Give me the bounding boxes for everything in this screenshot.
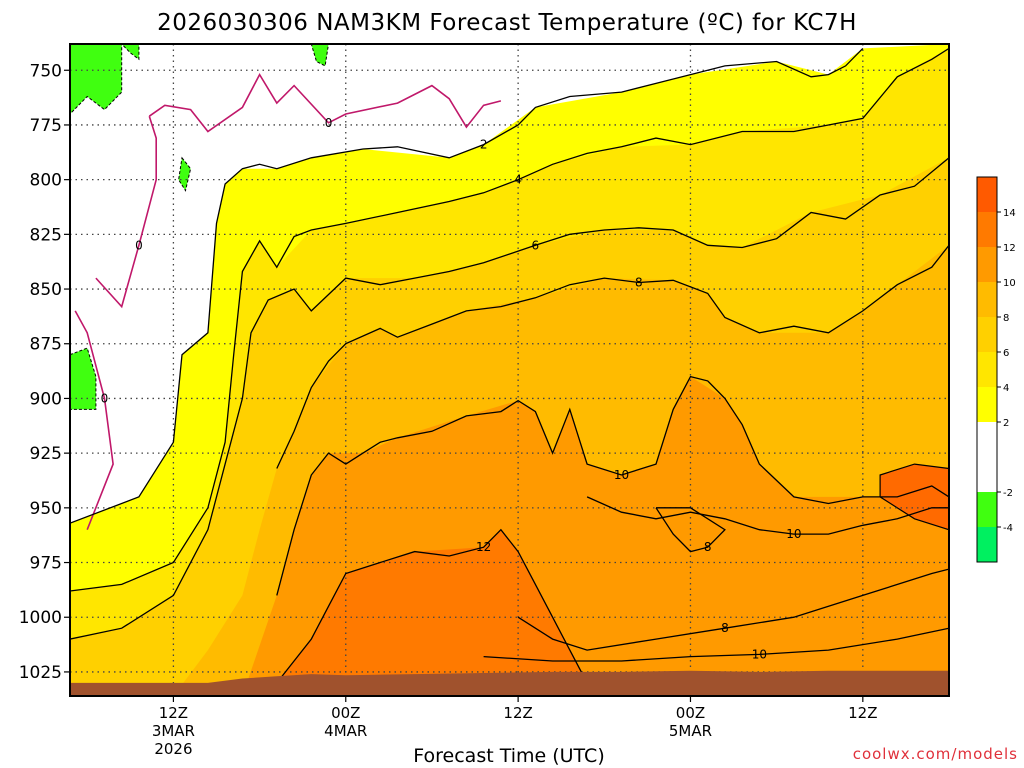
- credit-text[interactable]: coolwx.com/models: [853, 745, 1018, 763]
- colorbar-swatch: [977, 352, 997, 387]
- chart-title: 2026030306 NAM3KM Forecast Temperature (…: [157, 10, 857, 36]
- colorbar-swatch: [977, 492, 997, 527]
- colorbar-tick-label: 4: [1003, 383, 1009, 394]
- y-tick-label: 975: [30, 554, 62, 574]
- x-tick-label: 12Z: [848, 704, 877, 722]
- cold-pocket: [121, 44, 140, 61]
- isotherm-label: 10: [786, 527, 801, 541]
- colorbar-tick-label: 2: [1003, 418, 1009, 429]
- x-tick-label: 4MAR: [324, 722, 367, 740]
- colorbar-swatch: [977, 422, 997, 492]
- cold-pocket: [310, 44, 330, 67]
- ground-surface: [70, 670, 949, 696]
- x-tick-label: 00Z: [676, 704, 705, 722]
- isotherm-6: [70, 157, 949, 640]
- y-tick-label: 825: [30, 225, 62, 245]
- isotherm-0: [74, 310, 114, 530]
- x-tick-label: 12Z: [159, 704, 188, 722]
- isotherm-label: 8: [704, 540, 712, 554]
- colorbar-swatch: [977, 177, 997, 212]
- colorbar-swatch: [977, 387, 997, 422]
- isotherm-label: 8: [635, 275, 643, 289]
- fill-band-12: [259, 529, 588, 696]
- isotherm-label: 0: [101, 391, 109, 405]
- colorbar-swatch: [977, 212, 997, 247]
- y-tick-label: 1025: [19, 663, 62, 683]
- y-tick-label: 750: [30, 61, 62, 81]
- colorbar-tick-label: -4: [1003, 523, 1013, 534]
- cold-pocket: [70, 347, 97, 410]
- isotherm-label: 8: [721, 621, 729, 635]
- isotherm-2: [70, 47, 864, 524]
- cold-pocket: [178, 156, 192, 192]
- colorbar: 14 12 10 8 6 4 2 -2 -4: [976, 176, 1016, 563]
- ground-fill: [70, 670, 949, 696]
- colorbar-swatch: [977, 527, 997, 562]
- colorbar-tick-label: 14: [1003, 208, 1016, 219]
- y-tick-label: 800: [30, 171, 62, 191]
- x-tick-label: 5MAR: [669, 722, 712, 740]
- isotherm-lines: 0 0 0 2 4 6 8 10 10 12 8 8 10: [70, 47, 949, 684]
- isotherm-10: [276, 375, 949, 596]
- isotherm-8: [276, 244, 949, 469]
- colorbar-tick-label: 10: [1003, 278, 1016, 289]
- colorbar-swatch: [977, 282, 997, 317]
- plot-area: 0 0 0 2 4 6 8 10 10 12 8 8 10: [70, 44, 949, 696]
- cold-pocket: [70, 44, 123, 115]
- isotherm-label: 10: [752, 647, 767, 661]
- colorbar-tick-label: -2: [1003, 488, 1013, 499]
- isotherm-label: 10: [614, 468, 629, 482]
- x-tick-label: 12Z: [503, 704, 532, 722]
- y-axis: 750 775 800 825 850 875 900 925 950 975 1000 1025: [19, 61, 70, 683]
- y-tick-label: 950: [30, 499, 62, 519]
- isotherm-0: [95, 115, 157, 309]
- colorbar-frame: [976, 176, 998, 563]
- isotherm-label: 0: [325, 116, 333, 130]
- isotherm-label: 6: [532, 238, 540, 252]
- colorbar-tick-label: 12: [1003, 243, 1016, 254]
- y-tick-label: 775: [30, 116, 62, 136]
- isotherm-10: [586, 496, 949, 535]
- y-tick-label: 925: [30, 444, 62, 464]
- x-tick-label: 00Z: [331, 704, 360, 722]
- colorbar-swatch: [977, 247, 997, 282]
- isotherm-4: [70, 47, 949, 592]
- isotherm-label: 12: [476, 540, 491, 554]
- colorbar-tick-label: 8: [1003, 313, 1009, 324]
- isotherm-label: 0: [135, 238, 143, 252]
- y-tick-label: 875: [30, 335, 62, 355]
- plot-frame: [69, 43, 950, 697]
- x-tick-label: 2026: [154, 740, 192, 758]
- isotherm-0: [148, 72, 502, 133]
- y-tick-label: 1000: [19, 608, 62, 628]
- isotherm-12: [276, 528, 588, 684]
- isotherm-10: [483, 627, 949, 662]
- isotherm-label: 4: [514, 173, 522, 187]
- y-tick-label: 900: [30, 389, 62, 409]
- y-tick-label: 850: [30, 280, 62, 300]
- x-axis-label: Forecast Time (UTC): [413, 745, 604, 767]
- isotherm-8: [655, 507, 726, 553]
- isotherm-label: 2: [480, 138, 488, 152]
- colorbar-tick-label: 6: [1003, 348, 1009, 359]
- temperature-fills: [70, 44, 949, 696]
- x-tick-label: 3MAR: [152, 722, 195, 740]
- isotherm-8: [517, 568, 949, 651]
- colorbar-swatch: [977, 317, 997, 352]
